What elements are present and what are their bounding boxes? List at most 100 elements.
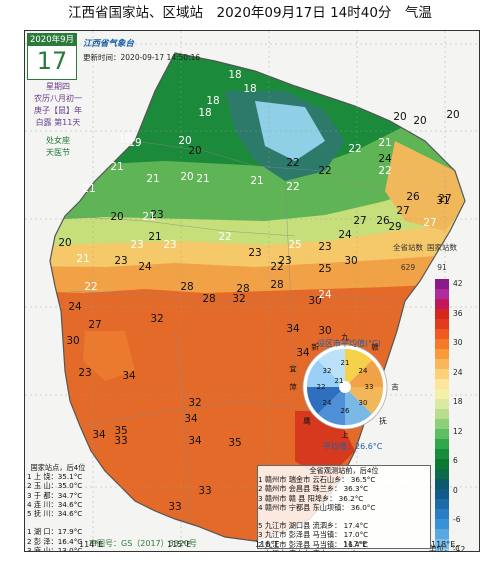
legend-swatch (435, 329, 449, 339)
station-value: 30 (66, 335, 80, 347)
wind-rose (302, 344, 388, 430)
national-count: 91 (437, 263, 447, 272)
station-value: 34 (286, 323, 300, 335)
provincial-count-label: 全省站数 (393, 243, 423, 252)
legend-swatch (435, 409, 449, 419)
rose-direction: 九 (341, 332, 349, 342)
national-ranking-row: 1 湖 口：17.9°C (27, 527, 83, 537)
station-value: 22 (378, 165, 392, 177)
station-value: 32 (150, 313, 164, 325)
station-value: 22 (218, 231, 232, 243)
station-value: 22 (286, 181, 300, 193)
station-value: 20 (393, 111, 407, 123)
station-value: 33 (198, 485, 212, 497)
almanac-panel: 星期四 农历八月初一 庚子【鼠】年 白露 第11天 处女座 天医节 (29, 81, 87, 159)
station-value: 20 (58, 237, 72, 249)
rose-direction: 吉 (391, 382, 399, 392)
temperature-map (25, 31, 479, 551)
rose-mean: 平均值：26.6°C (323, 442, 383, 451)
legend-swatch (435, 379, 449, 389)
station-value: 22 (286, 157, 300, 169)
station-value: 24 (138, 261, 152, 273)
rose-value: 24 (358, 367, 368, 375)
legend-swatch (435, 279, 449, 289)
station-value: 21 (378, 137, 392, 149)
station-value: 20 (413, 115, 427, 127)
station-value: 22 (270, 261, 284, 273)
national-ranking-row: 4 连 川：34.6°C (27, 499, 83, 509)
calendar-day: 17 (36, 47, 68, 75)
lunar-date: 农历八月初一 (34, 94, 82, 103)
legend-swatch (435, 539, 449, 549)
station-value: 18 (206, 95, 220, 107)
legend-tick: -6 (453, 515, 461, 524)
regional-ranking-row: 2 九江市 彭泽县 马当镇： 16.4°C (258, 539, 369, 549)
rose-direction: 赣 (371, 342, 379, 352)
station-value: 22 (318, 165, 332, 177)
longitude-tick: 114°E (79, 540, 104, 549)
station-value: 32 (232, 293, 246, 305)
legend-swatch (435, 389, 449, 399)
station-value: 33 (114, 435, 128, 447)
legend-swatch (435, 289, 449, 299)
legend-tick: 24 (453, 367, 463, 377)
regional-ranking-row: 3 赣州市 赣 县 阳埠乡： 36.2°C (258, 493, 364, 503)
legend-tick: 6 (453, 456, 458, 465)
rose-value: 24 (322, 399, 332, 407)
station-value: 27 (438, 193, 452, 205)
station-value: 28 (180, 281, 194, 293)
legend-swatch (435, 479, 449, 489)
provincial-count: 629 (400, 263, 416, 272)
station-value: 25 (318, 263, 332, 275)
station-value: 28 (202, 293, 216, 305)
map-approval-number: 审图号：GS（2017）3320号 (89, 539, 197, 548)
legend-swatch (435, 339, 449, 349)
rose-value: 21 (334, 377, 344, 385)
station-value: 21 (148, 231, 162, 243)
rose-direction: 宜 (289, 364, 297, 374)
legend-tick: 12 (453, 426, 463, 436)
longitude-tick: 115°E (167, 540, 192, 549)
legend-swatch (435, 299, 449, 309)
regional-ranking-row: 2 赣州市 会昌县 珠兰乡： 36.3°C (258, 484, 369, 494)
station-value: 27 (353, 215, 367, 227)
rose-value: 21 (340, 359, 350, 367)
rose-value: 32 (322, 367, 332, 375)
station-value: 26 (376, 215, 390, 227)
station-value: 22 (84, 281, 98, 293)
regional-ranking-row: 4 赣州市 宁都县 东山坝镇： 36.0°C (258, 502, 376, 512)
rose-value: 33 (364, 383, 374, 391)
station-value: 30 (318, 325, 332, 337)
station-value: 20 (446, 109, 460, 121)
station-value: 29 (388, 221, 402, 233)
rose-direction: 抚 (379, 416, 387, 426)
station-value: 18 (198, 107, 212, 119)
station-value: 23 (130, 239, 144, 251)
logo: 江西省气象台 (83, 39, 135, 49)
map-frame: 2020年9月 17 星期四 农历八月初一 庚子【鼠】年 白露 第11天 处女座… (24, 30, 480, 552)
legend-tick: 18 (453, 397, 463, 406)
station-value: 21 (146, 173, 160, 185)
station-value: 25 (288, 239, 302, 251)
national-ranking-row: 3 庐 山：13.0°C (27, 545, 83, 552)
station-value: 34 (188, 435, 202, 447)
update-time: 更新时间：2020-09-17 14:50:16 (83, 53, 201, 62)
rose-value: 22 (316, 383, 326, 391)
station-value: 23 (248, 247, 262, 259)
zodiac: 处女座 (46, 136, 70, 145)
legend-swatch (435, 509, 449, 519)
station-value: 18 (228, 69, 242, 81)
calendar-year-month: 2020年9月 (28, 34, 76, 46)
regional-ranking-row: 3 九江市 彭泽县 马当镇： 17.0°C (258, 530, 369, 540)
legend-tick: -12 (453, 544, 466, 552)
ganzhi-year: 庚子【鼠】年 (34, 106, 82, 115)
legend-swatch (435, 459, 449, 469)
regional-ranking-row: 1 赣州市 瑞金市 云石山乡： 36.5°C (258, 475, 376, 485)
legend-tick: 0 (453, 485, 458, 495)
station-value: 27 (423, 217, 437, 229)
holiday: 天医节 (46, 148, 70, 157)
national-ranking-row: 1 上 饶：35.1°C (27, 472, 83, 482)
station-value: 31 (436, 195, 450, 207)
station-value: 23 (318, 241, 332, 253)
station-value: 20 (178, 135, 192, 147)
